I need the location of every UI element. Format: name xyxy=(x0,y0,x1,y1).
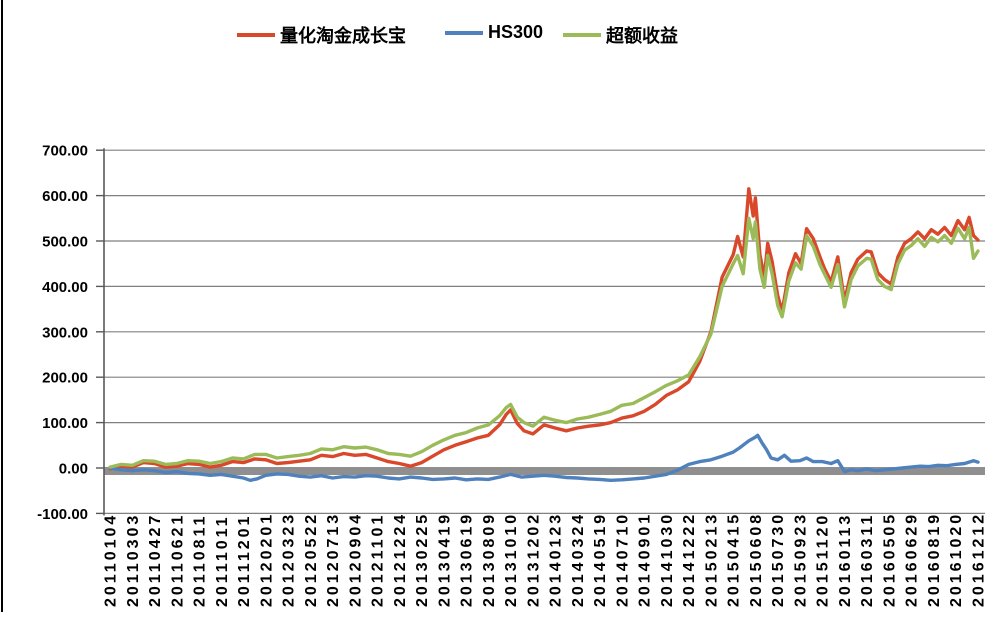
x-axis-tick-label: 20120323 xyxy=(281,512,298,607)
x-axis-tick-label: 20161020 xyxy=(948,512,965,607)
y-axis-tick-label: 700.00 xyxy=(42,143,88,160)
x-axis-tick-label: 20110303 xyxy=(125,513,142,607)
x-axis-tick-label: 20150213 xyxy=(703,512,720,607)
x-axis-tick-label: 20130619 xyxy=(459,512,476,607)
y-axis-tick-label: 300.00 xyxy=(42,324,88,341)
x-axis-tick-label: 20130809 xyxy=(481,512,498,607)
x-axis-tick-label: 20120201 xyxy=(258,512,275,607)
x-axis-tick-label: 20150608 xyxy=(748,512,765,607)
x-axis-tick-label: 20110621 xyxy=(169,513,186,607)
x-axis-tick-label: 20120713 xyxy=(325,512,342,607)
x-axis-tick-label: 20161212 xyxy=(971,512,988,607)
x-axis-tick-label: 20110811 xyxy=(192,514,209,607)
x-axis-tick-label: 20121224 xyxy=(392,512,409,607)
y-axis-tick-label: 100.00 xyxy=(42,415,88,432)
x-axis-tick-label: 20111011 xyxy=(214,514,231,607)
x-axis-tick-label: 20150730 xyxy=(770,512,787,607)
x-axis-tick-label: 20140519 xyxy=(592,512,609,607)
series-line-2 xyxy=(108,216,980,469)
y-axis-tick-label: 200.00 xyxy=(42,370,88,387)
x-axis-tick-label: 20160629 xyxy=(904,512,921,607)
x-axis-tick-label: 20140324 xyxy=(570,512,587,607)
x-axis-tick-label: 20111201 xyxy=(236,514,253,607)
x-axis-tick-label: 20151120 xyxy=(815,513,832,607)
x-axis-tick-label: 20150923 xyxy=(792,512,809,607)
x-axis-tick-label: 20160113 xyxy=(837,513,854,607)
legend-label-hs300: HS300 xyxy=(488,22,544,42)
x-axis-tick-label: 20160505 xyxy=(881,512,898,607)
x-axis-tick-label: 20150415 xyxy=(726,512,743,607)
legend-line-fund-icon xyxy=(237,33,275,37)
zero-axis-band xyxy=(104,467,985,475)
left-border xyxy=(1,0,3,612)
series-line-1 xyxy=(108,433,980,482)
y-axis-tick-label: 600.00 xyxy=(42,188,88,205)
legend-item-excess: 超额收益 xyxy=(563,22,678,48)
x-axis-tick-label: 20141222 xyxy=(681,512,698,607)
y-axis-tick-label: 400.00 xyxy=(42,279,88,296)
x-axis-tick-label: 20140901 xyxy=(637,512,654,607)
legend-label-excess: 超额收益 xyxy=(606,26,678,46)
x-axis-tick-label: 20140123 xyxy=(548,512,565,607)
x-axis-tick-label: 20110427 xyxy=(147,513,164,607)
legend-line-hs300-icon xyxy=(445,30,483,35)
x-axis-tick-label: 20130225 xyxy=(414,512,431,607)
x-axis-tick-label: 20120904 xyxy=(347,512,364,607)
legend-line-excess-icon xyxy=(563,33,601,37)
x-axis-tick-label: 20160311 xyxy=(859,513,876,607)
x-axis-tick-label: 20120522 xyxy=(303,512,320,607)
x-axis-tick-label: 20110104 xyxy=(103,513,120,607)
x-axis-tick-label: 20131010 xyxy=(503,512,520,607)
x-axis-tick-label: 20131202 xyxy=(525,512,542,607)
legend-item-fund: 量化淘金成长宝 xyxy=(237,22,406,48)
x-axis-tick-label: 20121101 xyxy=(370,513,387,607)
legend-item-hs300: HS300 xyxy=(445,22,543,43)
chart-legend: 量化淘金成长宝 HS300 超额收益 xyxy=(0,0,1005,60)
y-axis-tick-label: 500.00 xyxy=(42,234,88,251)
x-axis-tick-label: 20160819 xyxy=(926,512,943,607)
y-axis-tick-label: 0.00 xyxy=(59,461,88,478)
legend-label-fund: 量化淘金成长宝 xyxy=(280,26,406,46)
x-axis-tick-label: 20130419 xyxy=(436,512,453,607)
series-line-0 xyxy=(108,187,980,471)
x-axis-tick-label: 20140710 xyxy=(614,512,631,607)
x-axis-tick-label: 20141030 xyxy=(659,512,676,607)
y-axis-tick-label: -100.00 xyxy=(37,506,88,523)
